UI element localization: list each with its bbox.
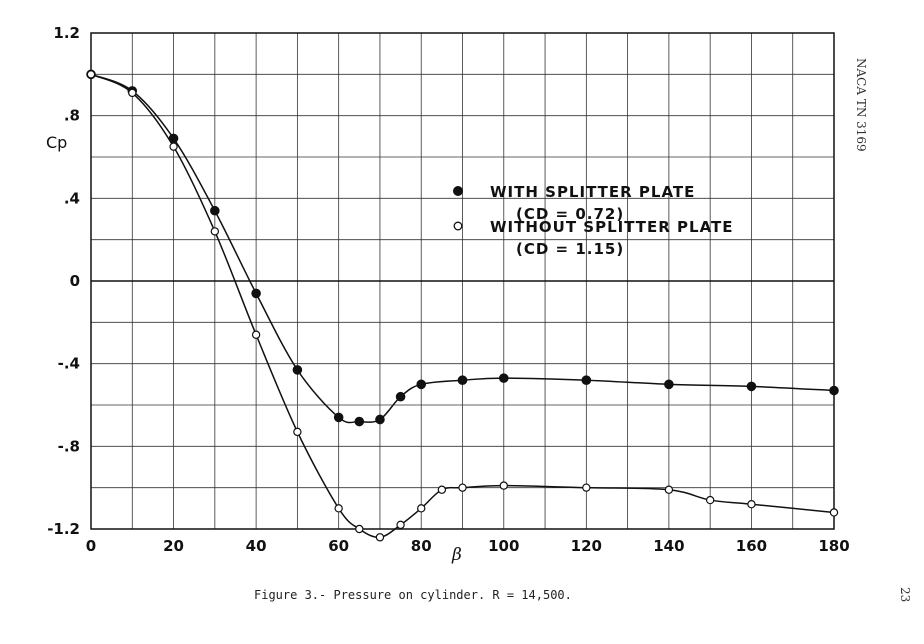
y-tick-label: .8: [64, 107, 80, 125]
x-tick-label: 160: [736, 537, 767, 555]
legend-note-without-splitter: (CD = 1.15): [516, 240, 624, 258]
legend-note-with-splitter: (CD = 0.72): [516, 205, 624, 223]
data-point-with-splitter: [354, 416, 365, 427]
data-point-with-splitter: [416, 379, 427, 390]
data-point-without-splitter: [169, 142, 178, 151]
y-axis-title: Cp: [46, 133, 67, 152]
data-point-with-splitter: [168, 133, 179, 144]
x-tick-label: 40: [246, 537, 267, 555]
data-point-without-splitter: [375, 533, 385, 542]
data-point-without-splitter: [293, 427, 302, 437]
data-point-without-splitter: [334, 504, 343, 513]
x-tick-label: 80: [411, 537, 432, 555]
y-tick-label: .4: [64, 189, 80, 207]
x-tick-label: 140: [653, 537, 684, 555]
data-point-with-splitter: [333, 412, 344, 423]
data-point-without-splitter: [437, 485, 447, 494]
data-point-without-splitter: [86, 70, 96, 79]
y-tick-label: -.4: [58, 355, 80, 373]
data-point-with-splitter: [395, 391, 406, 402]
legend: WITH SPLITTER PLATE (CD = 0.72) WITHOUT …: [453, 183, 734, 258]
y-axis-title-text: Cp: [46, 133, 67, 152]
data-point-without-splitter: [664, 485, 674, 494]
data-point-without-splitter: [458, 483, 467, 492]
data-point-with-splitter: [746, 381, 757, 392]
page-number: 23: [898, 587, 912, 603]
figure-caption: Figure 3.- Pressure on cylinder. R = 14,…: [254, 588, 572, 602]
data-point-with-splitter: [292, 365, 303, 375]
data-point-with-splitter: [498, 373, 509, 383]
legend-label-with-splitter: WITH SPLITTER PLATE: [490, 183, 695, 201]
y-tick-label: -.8: [58, 437, 80, 455]
x-tick-label: 100: [488, 537, 519, 555]
x-axis-title: β: [451, 545, 462, 565]
x-tick-label: 180: [818, 537, 849, 555]
legend-marker-without-splitter: [453, 221, 463, 231]
legend-marker-with-splitter: [453, 186, 463, 196]
data-point-with-splitter: [664, 379, 674, 390]
legend-label-without-splitter: WITHOUT SPLITTER PLATE: [490, 218, 734, 236]
data-point-without-splitter: [396, 520, 405, 530]
data-point-without-splitter: [582, 483, 591, 492]
plot-frame: [90, 32, 835, 530]
data-point-without-splitter: [829, 508, 839, 517]
data-point-with-splitter: [581, 375, 592, 385]
y-tick-label: -1.2: [47, 520, 80, 538]
x-tick-labels: 0 20 40 60 80 100 120 140 160 180: [86, 537, 850, 555]
data-point-without-splitter: [210, 227, 220, 236]
data-point-without-splitter: [251, 330, 261, 339]
y-tick-label: 1.2: [53, 24, 80, 42]
data-point-with-splitter: [457, 375, 468, 385]
data-point-without-splitter: [128, 88, 137, 98]
data-point-without-splitter: [499, 481, 508, 490]
data-point-without-splitter: [417, 504, 426, 513]
data-point-with-splitter: [375, 414, 385, 425]
series-points: [86, 69, 839, 542]
y-tick-labels: 1.2 .8 .4 0 -.4 -.8 -1.2: [47, 24, 80, 538]
x-tick-label: 120: [571, 537, 602, 555]
data-point-without-splitter: [747, 500, 756, 509]
x-tick-label: 0: [86, 537, 96, 555]
data-point-without-splitter: [355, 524, 364, 534]
data-point-with-splitter: [210, 205, 220, 216]
y-tick-label: 0: [70, 272, 80, 290]
data-point-with-splitter: [251, 288, 261, 299]
data-point-without-splitter: [705, 495, 715, 505]
data-point-with-splitter: [829, 385, 839, 396]
x-tick-label: 20: [163, 537, 184, 555]
report-reference: NACA TN 3169: [854, 58, 868, 152]
x-tick-label: 60: [328, 537, 349, 555]
